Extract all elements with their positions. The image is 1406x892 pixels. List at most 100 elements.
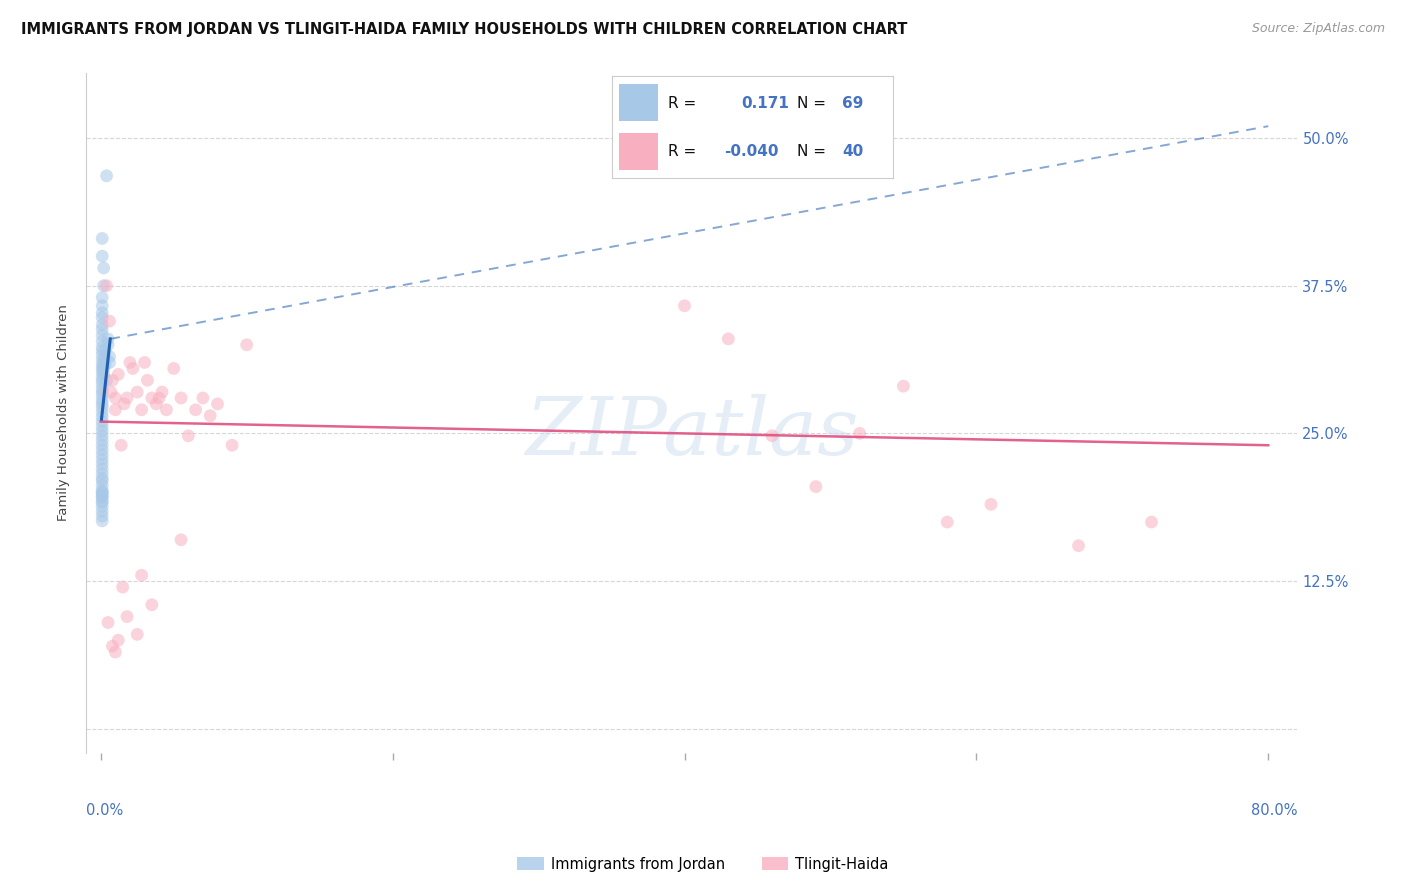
Point (91, 340, 114, 354)
Point (936, 515, 959, 529)
Point (91, 389, 114, 403)
Point (91, 471, 114, 485)
Point (235, 338, 257, 352)
Point (96, 169, 118, 183)
Point (91, 434, 114, 448)
Point (91, 231, 114, 245)
Point (101, 373, 124, 387)
Point (91, 382, 114, 396)
Point (91, 361, 114, 376)
Text: IMMIGRANTS FROM JORDAN VS TLINGIT-HAIDA FAMILY HOUSEHOLDS WITH CHILDREN CORRELAT: IMMIGRANTS FROM JORDAN VS TLINGIT-HAIDA … (21, 22, 907, 37)
Point (93, 355, 115, 369)
Point (93, 260, 115, 275)
Point (131, 568, 153, 582)
Point (97, 615, 120, 630)
Point (141, 598, 163, 612)
Text: R =: R = (668, 144, 696, 159)
Point (91, 424, 114, 438)
Point (91, 467, 114, 481)
Point (91, 343, 114, 358)
Point (91, 485, 114, 500)
Y-axis label: Family Households with Children: Family Households with Children (58, 304, 70, 521)
Point (1140, 515, 1163, 529)
Point (91, 322, 114, 336)
Text: Source: ZipAtlas.com: Source: ZipAtlas.com (1251, 22, 1385, 36)
Point (848, 426, 870, 441)
Point (94, 358, 117, 372)
Point (101, 639, 124, 653)
Point (207, 397, 229, 411)
Point (91, 509, 114, 524)
Point (91, 514, 114, 528)
Point (127, 385, 149, 400)
Point (91, 495, 114, 509)
Point (717, 332, 740, 346)
Point (91, 462, 114, 476)
Point (98, 314, 121, 328)
Point (91, 369, 114, 384)
Point (170, 391, 193, 405)
Point (98, 355, 121, 369)
Legend: Immigrants from Jordan, Tlingit-Haida: Immigrants from Jordan, Tlingit-Haida (512, 851, 894, 878)
Point (91, 488, 114, 502)
Point (91, 438, 114, 452)
Bar (619, 84, 658, 121)
Point (104, 402, 127, 417)
Point (115, 391, 138, 405)
Point (91, 353, 114, 368)
Point (91, 490, 114, 504)
Point (91, 474, 114, 488)
Point (91, 306, 114, 320)
Point (177, 429, 200, 443)
Point (91, 310, 114, 325)
Point (1067, 539, 1090, 553)
Point (893, 379, 915, 393)
Point (91, 405, 114, 419)
Text: 0.171: 0.171 (741, 95, 789, 111)
Point (112, 397, 135, 411)
Text: N =: N = (797, 95, 827, 111)
Text: 40: 40 (842, 144, 863, 159)
Point (980, 497, 1002, 511)
Point (91, 415, 114, 429)
Point (91, 358, 114, 372)
Point (93, 368, 115, 382)
Point (91, 452, 114, 467)
Point (221, 438, 243, 452)
Point (110, 438, 132, 452)
Point (91, 318, 114, 332)
Point (91, 249, 114, 263)
Point (148, 391, 170, 405)
Point (91, 483, 114, 497)
Point (91, 365, 114, 379)
Point (170, 533, 193, 547)
Point (91, 429, 114, 443)
Point (96, 373, 118, 387)
Point (91, 299, 114, 313)
Point (91, 393, 114, 408)
Point (115, 609, 138, 624)
Point (91, 490, 114, 504)
Text: ZIPatlas: ZIPatlas (524, 394, 859, 472)
Point (91, 457, 114, 471)
Text: R =: R = (668, 95, 696, 111)
Text: 69: 69 (842, 95, 863, 111)
Point (107, 368, 129, 382)
Point (141, 391, 163, 405)
Point (91, 291, 114, 305)
Point (93, 361, 115, 376)
Point (118, 355, 141, 369)
Text: 80.0%: 80.0% (1251, 804, 1298, 819)
Point (127, 627, 149, 641)
Text: 0.0%: 0.0% (86, 804, 124, 819)
Point (93, 278, 115, 293)
Point (150, 385, 173, 400)
Point (91, 442, 114, 457)
Point (91, 348, 114, 362)
Point (111, 580, 134, 594)
Point (91, 495, 114, 509)
Point (91, 409, 114, 424)
Text: N =: N = (797, 144, 827, 159)
Point (97, 338, 120, 352)
Point (91, 397, 114, 411)
